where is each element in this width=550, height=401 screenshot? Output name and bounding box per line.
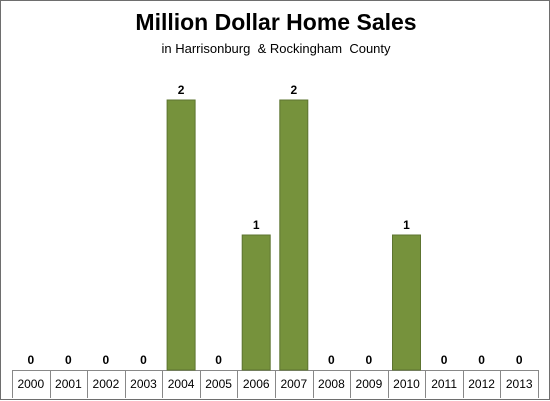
x-tick-label-2000: 2000 bbox=[17, 377, 44, 391]
bar-2010 bbox=[392, 234, 421, 371]
chart-title: Million Dollar Home Sales bbox=[135, 9, 417, 35]
data-label-2009: 0 bbox=[366, 353, 373, 367]
chart-subtitle: in Harrisonburg & Rockingham County bbox=[161, 41, 391, 56]
data-label-2006: 1 bbox=[253, 218, 260, 232]
x-tick-label-2003: 2003 bbox=[130, 377, 157, 391]
x-tick-label-2006: 2006 bbox=[243, 377, 270, 391]
x-tick-label-2011: 2011 bbox=[431, 377, 457, 391]
x-tick-label-2004: 2004 bbox=[168, 377, 195, 391]
bar-2004 bbox=[166, 99, 196, 371]
x-tick-label-2007: 2007 bbox=[280, 377, 307, 391]
x-tick-label-2012: 2012 bbox=[468, 377, 495, 391]
x-tick-label-2013: 2013 bbox=[506, 377, 533, 391]
data-label-2002: 0 bbox=[103, 353, 110, 367]
data-label-2005: 0 bbox=[215, 353, 222, 367]
x-tick-label-2008: 2008 bbox=[318, 377, 345, 391]
x-tick-label-2010: 2010 bbox=[393, 377, 420, 391]
data-label-2012: 0 bbox=[478, 353, 485, 367]
bar-2007 bbox=[279, 99, 309, 371]
data-label-2010: 1 bbox=[403, 218, 410, 232]
x-tick-label-2002: 2002 bbox=[93, 377, 120, 391]
data-label-2001: 0 bbox=[65, 353, 72, 367]
data-label-2007: 2 bbox=[290, 83, 297, 97]
data-label-2003: 0 bbox=[140, 353, 147, 367]
x-tick-label-2009: 2009 bbox=[356, 377, 383, 391]
x-tick-label-2001: 2001 bbox=[55, 377, 82, 391]
data-label-2008: 0 bbox=[328, 353, 335, 367]
data-label-2000: 0 bbox=[27, 353, 34, 367]
x-tick-label-2005: 2005 bbox=[205, 377, 232, 391]
bar-2006 bbox=[241, 234, 271, 371]
data-label-2013: 0 bbox=[516, 353, 523, 367]
data-label-2004: 2 bbox=[178, 83, 185, 97]
data-label-2011: 0 bbox=[441, 353, 448, 367]
